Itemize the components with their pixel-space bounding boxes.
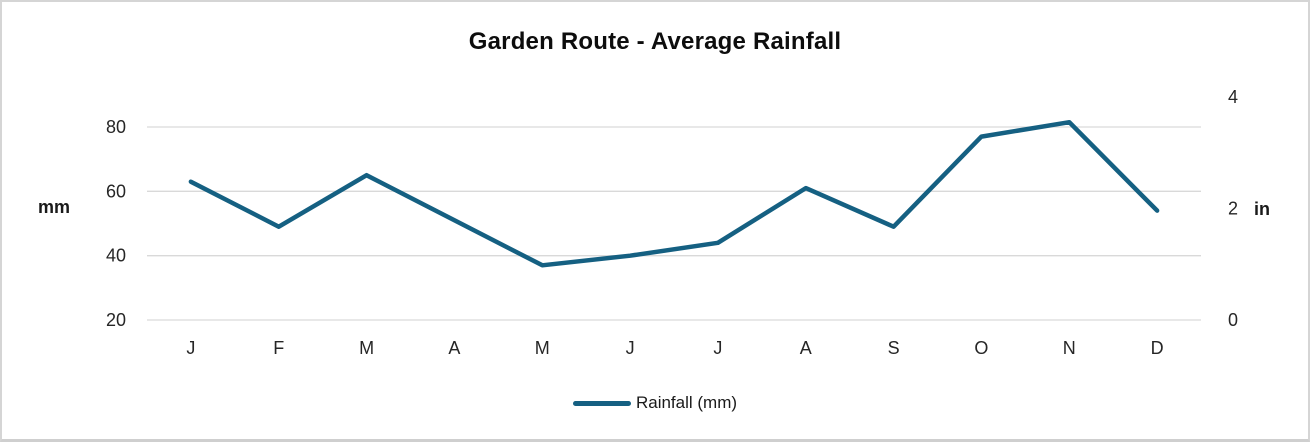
left-axis-tick-label: 20 [106,310,126,330]
x-axis-month-label: A [800,338,812,358]
right-axis-unit-label: in [1254,199,1270,219]
legend-label: Rainfall (mm) [635,393,738,412]
x-axis-month-label: M [535,338,550,358]
x-axis-month-label: M [359,338,374,358]
right-axis-tick-label: 4 [1228,87,1238,107]
rainfall-line-series [188,119,1160,268]
x-axis-month-label: N [1063,338,1076,358]
x-axis-month-label: J [186,338,195,358]
x-axis-month-label: F [273,338,284,358]
right-axis-tick-label: 0 [1228,310,1238,330]
x-axis-month-label: A [448,338,460,358]
legend-line-swatch [572,400,631,406]
x-axis-month-label: O [974,338,988,358]
x-axis-month-label: S [888,338,900,358]
left-axis-tick-label: 40 [106,246,126,266]
left-axis-unit-label: mm [38,197,71,217]
right-axis-tick-label: 2 [1228,199,1238,219]
x-axis-month-label: D [1151,338,1164,358]
legend: Rainfall (mm) [2,393,1308,413]
x-axis-month-label: J [713,338,722,358]
x-axis-month-label: J [626,338,635,358]
left-axis-tick-label: 80 [106,117,126,137]
left-axis-tick-label: 60 [106,181,126,201]
chart-title: Garden Route - Average Rainfall [468,28,842,55]
